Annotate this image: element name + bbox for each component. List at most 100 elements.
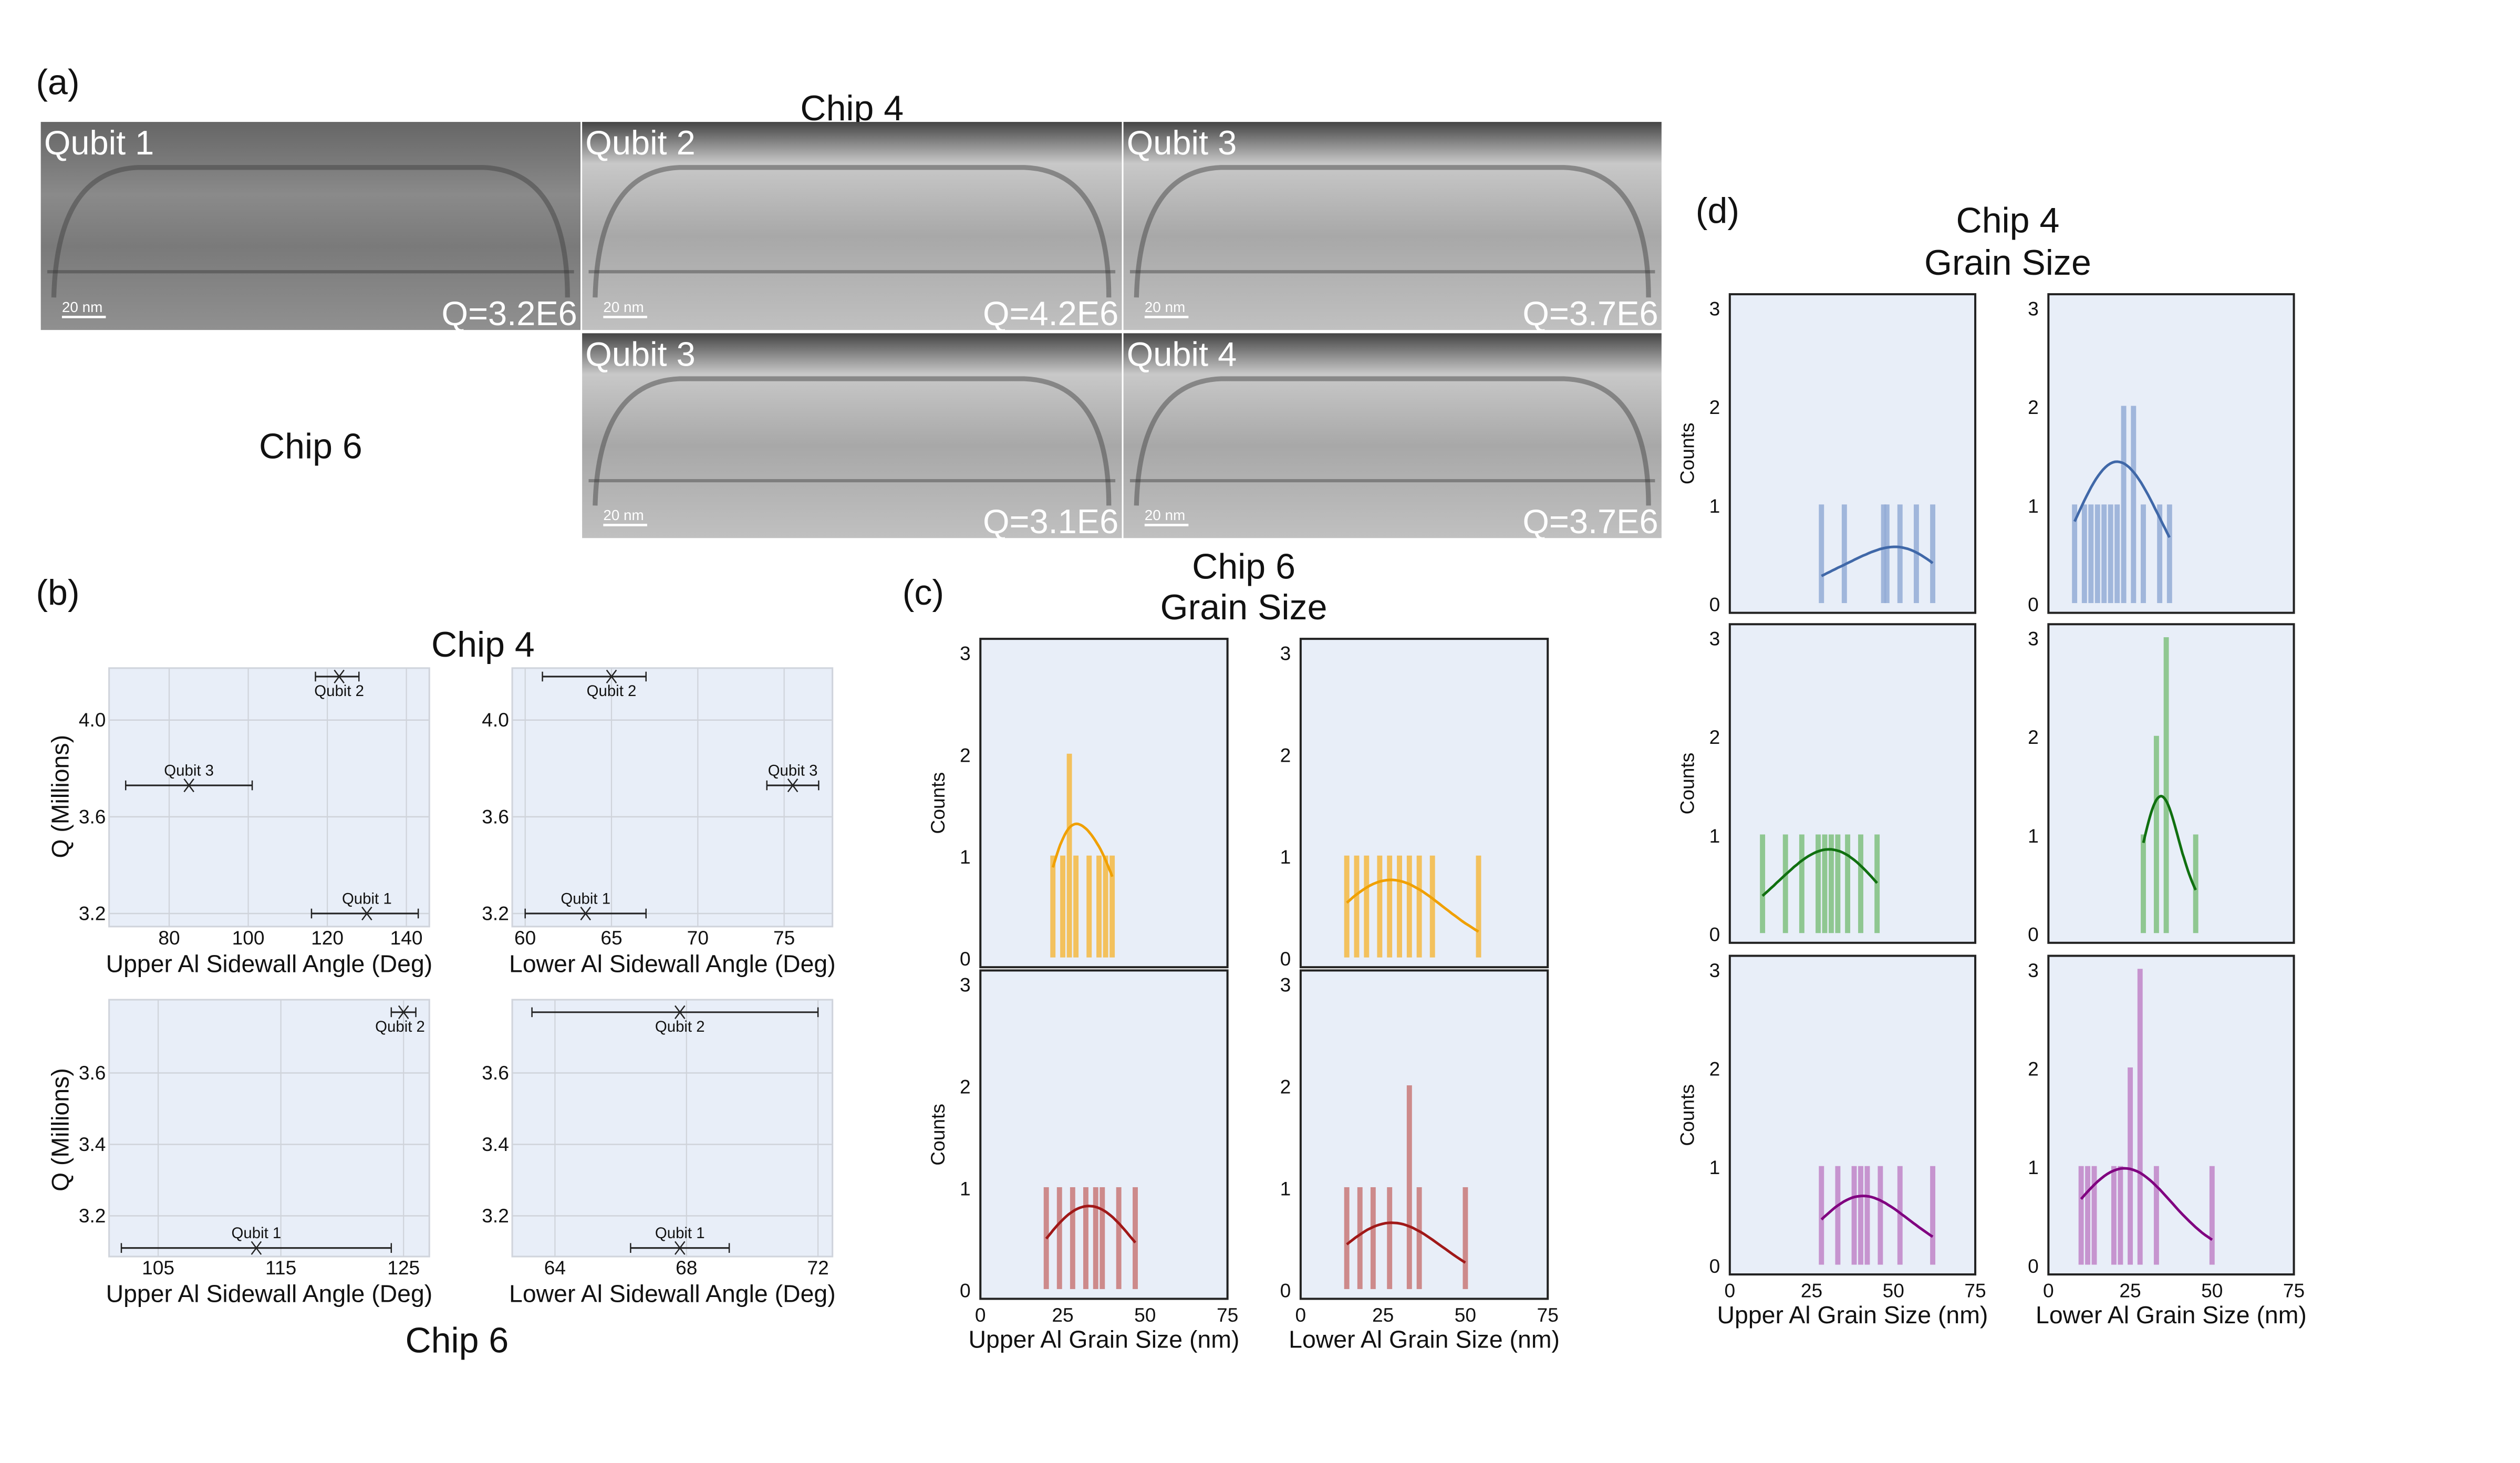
data-point-label: Qubit 2	[314, 682, 364, 700]
y-tick-label: 0	[960, 1279, 971, 1301]
histogram-bar	[2137, 969, 2143, 1265]
data-point-label: Qubit 2	[655, 1018, 705, 1035]
histogram-bar	[2111, 1166, 2117, 1265]
histogram-bar	[2157, 504, 2163, 604]
histogram-bar	[1387, 855, 1393, 958]
histogram-bar	[1096, 855, 1102, 958]
x-axis-label: Lower Al Grain Size (nm)	[1289, 1325, 1560, 1353]
x-axis-label: Upper Al Grain Size (nm)	[1717, 1301, 1988, 1329]
x-tick-label: 120	[311, 927, 344, 949]
histogram-bar	[1103, 855, 1108, 958]
data-point-label: Qubit 2	[587, 682, 637, 700]
data-point-x-marker	[787, 778, 798, 793]
y-tick-label: 1	[960, 846, 971, 868]
kde-curve	[1820, 1195, 1934, 1238]
y-tick-label: 0	[1709, 594, 1720, 616]
data-point-x-marker	[361, 906, 372, 921]
histogram-bar	[1416, 855, 1422, 958]
histogram-bar	[1364, 855, 1370, 958]
sem-image-background	[582, 122, 1122, 330]
x-tick-label: 140	[390, 927, 423, 949]
panel-label-a: (a)	[36, 62, 79, 102]
histogram-bar	[2153, 735, 2159, 933]
quality-factor-label: Q=3.7E6	[1522, 294, 1658, 333]
x-tick-label: 125	[387, 1257, 420, 1279]
x-tick-label: 50	[1455, 1304, 1476, 1326]
kde-curve	[2142, 795, 2197, 891]
histogram-bar	[2131, 406, 2137, 604]
y-axis-label: Counts	[1676, 423, 1698, 485]
sem-layer-outline	[51, 165, 570, 298]
y-tick-label: 3.6	[482, 1062, 509, 1084]
panel-label-b: (b)	[36, 573, 79, 613]
histogram-bar	[2153, 1166, 2159, 1265]
x-tick-label: 80	[158, 927, 180, 949]
y-tick-label: 1	[2028, 495, 2039, 517]
histogram-bar	[2163, 637, 2169, 933]
data-point-x-marker	[334, 669, 345, 684]
histogram-bar	[1858, 1166, 1863, 1265]
y-axis-label: Counts	[927, 1104, 949, 1166]
quality-factor-label: Q=4.2E6	[983, 294, 1118, 333]
histogram-bar	[1344, 855, 1350, 958]
qubit-label: Qubit 2	[585, 123, 695, 162]
quality-factor-label: Q=3.1E6	[983, 502, 1118, 541]
y-tick-label: 4.0	[79, 709, 106, 731]
kde-curve	[1051, 822, 1114, 877]
data-point-x-marker	[251, 1241, 262, 1255]
chart-d-10: 0 1 2 3 Counts	[1676, 623, 1977, 946]
x-tick-label: 0	[1295, 1304, 1306, 1326]
x-axis-label: Lower Al Grain Size (nm)	[2036, 1301, 2307, 1329]
x-tick-label: 68	[676, 1257, 697, 1279]
x-tick-label: 25	[1801, 1279, 1822, 1301]
chart-c-4: 0 1 2 3 Counts	[927, 638, 1229, 970]
histogram-bar	[1050, 855, 1056, 958]
x-tick-label: 100	[232, 927, 265, 949]
histogram-bar	[2088, 504, 2094, 604]
histogram-bar	[2072, 504, 2078, 604]
histogram-bar	[1370, 1187, 1376, 1289]
x-tick-label: 0	[1724, 1279, 1735, 1301]
y-tick-label: 2	[2028, 396, 2039, 418]
histogram-bar	[2081, 504, 2087, 604]
histogram-bar	[1851, 1166, 1857, 1265]
y-tick-label: 1	[1709, 1156, 1720, 1178]
x-tick-label: 64	[544, 1257, 566, 1279]
plot-area	[1299, 638, 1549, 969]
sem-layer-outline	[593, 165, 1112, 298]
y-tick-label: 0	[2028, 924, 2039, 946]
y-tick-label: 0	[1709, 1255, 1720, 1277]
chip6-image-title: Chip 6	[259, 427, 362, 466]
histogram-bar	[1819, 1166, 1824, 1265]
y-tick-label: 3.2	[482, 1205, 509, 1227]
y-tick-label: 3.6	[79, 1062, 106, 1084]
plot-area	[1728, 293, 1977, 614]
histogram-bar	[1100, 1187, 1105, 1289]
x-tick-label: 25	[1052, 1304, 1073, 1326]
data-point-label: Qubit 1	[561, 890, 610, 907]
histogram-bar	[1828, 834, 1834, 933]
y-tick-label: 3.6	[482, 805, 509, 827]
histogram-bar	[1060, 855, 1065, 958]
plot-area	[108, 667, 430, 928]
qubit-label: Qubit 1	[44, 123, 154, 162]
y-tick-label: 1	[1709, 825, 1720, 847]
b-chip4-title: Chip 4	[431, 625, 535, 665]
b-ylabel-bottom: Q (Millions)	[46, 1068, 74, 1191]
x-tick-label: 72	[807, 1257, 828, 1279]
histogram-bar	[2193, 834, 2198, 933]
d-title-1: Chip 4	[1956, 201, 2060, 241]
x-tick-label: 70	[687, 927, 709, 949]
histogram-bar	[1476, 855, 1481, 958]
plot-area	[1299, 969, 1549, 1300]
kde-curve	[1821, 545, 1934, 577]
histogram-bar	[1073, 855, 1079, 958]
histogram-bar	[1387, 1187, 1393, 1289]
x-tick-label: 75	[2283, 1279, 2305, 1301]
y-tick-label: 2	[1280, 1076, 1291, 1098]
histogram-bar	[1874, 834, 1880, 933]
y-tick-label: 4.0	[482, 709, 509, 731]
x-tick-label: 60	[514, 927, 536, 949]
